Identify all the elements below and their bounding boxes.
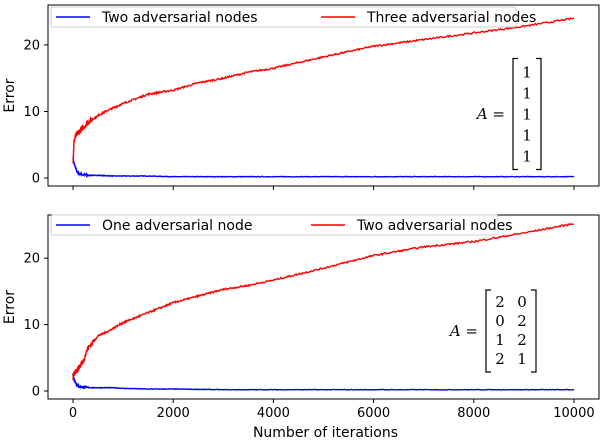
matrix-annotation: A =2 00 21 22 1	[448, 289, 537, 373]
x-tick-label: 2000	[157, 406, 190, 421]
legend: One adversarial node Two adversarial node…	[50, 214, 513, 236]
matrix-right-bracket	[536, 57, 542, 171]
y-tick-label: 20	[23, 38, 40, 53]
matrix-left-bracket	[485, 289, 491, 373]
x-tick-label: 4000	[257, 406, 290, 421]
y-tick-label: 10	[23, 318, 40, 333]
legend: Two adversarial nodes Three adversarial n…	[50, 6, 536, 28]
matrix-right-bracket	[531, 289, 537, 373]
matrix-cell: 2	[495, 293, 505, 311]
x-tick-label: 6000	[357, 406, 390, 421]
legend-entry: Three adversarial nodes	[366, 10, 536, 26]
series-line-blue	[72, 373, 575, 391]
legend-box	[50, 6, 517, 28]
matrix-cell: 2	[517, 312, 527, 330]
x-tick-label: 0	[69, 406, 77, 421]
matrix-cell: 1	[522, 106, 532, 124]
y-axis-label: Error	[2, 78, 18, 112]
matrix-cell: 0	[517, 293, 527, 311]
matrix-cell: 2	[517, 331, 527, 349]
matrix-cell: 1	[522, 85, 532, 103]
y-tick-label: 20	[23, 252, 40, 267]
plot-frame	[47, 4, 600, 187]
series-line-red	[72, 17, 575, 164]
matrix-cell: 1	[517, 350, 527, 368]
x-tick-label: 10000	[553, 406, 594, 421]
matrix-cell: 1	[522, 148, 532, 166]
y-tick-label: 0	[32, 385, 40, 400]
x-tick-label: 8000	[457, 406, 490, 421]
series-line-blue	[72, 157, 575, 178]
matrix-cell: 1	[522, 127, 532, 145]
matrix-annotation: A = 1 1 1 1 1	[475, 57, 542, 171]
matrix-lhs: A =	[448, 322, 478, 340]
x-axis-label: Number of iterations	[253, 425, 398, 440]
legend-entry: Two adversarial nodes	[101, 10, 258, 26]
matrix-left-bracket	[512, 57, 518, 171]
matrix-lhs: A =	[475, 105, 505, 123]
y-tick-label: 10	[23, 105, 40, 120]
legend-box	[50, 214, 499, 236]
matrix-cell: 0	[495, 312, 505, 330]
y-axis-label: Error	[2, 290, 18, 324]
legend-entry: One adversarial node	[102, 218, 252, 234]
legend-entry: Two adversarial nodes	[356, 218, 513, 234]
top-chart-panel: 0 10 20 Error Two adversarial nodes Three adv…	[2, 4, 600, 190]
y-tick-label: 0	[32, 172, 40, 187]
series-line-red	[72, 222, 575, 381]
matrix-cell: 1	[495, 331, 505, 349]
matrix-cell: 1	[522, 64, 532, 82]
matrix-cell: 2	[495, 350, 505, 368]
